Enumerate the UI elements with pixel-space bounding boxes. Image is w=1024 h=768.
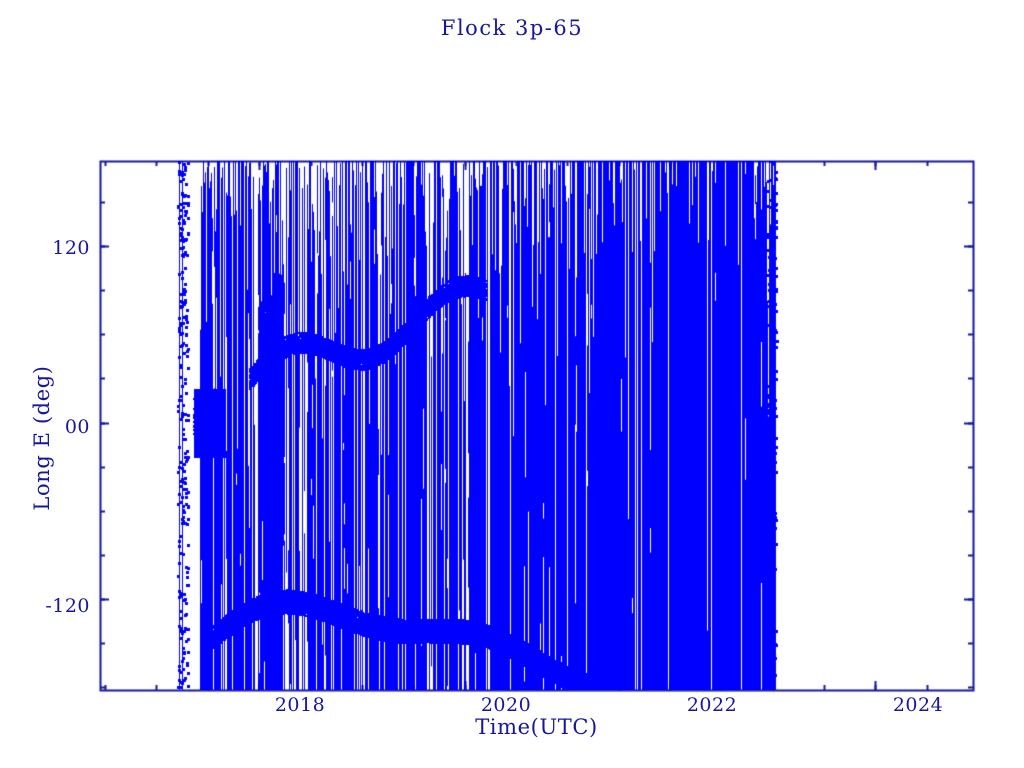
ytick-label-120: 120	[52, 237, 90, 259]
ytick-label-0: 00	[64, 416, 90, 438]
y-axis-label-wrap: Long E (deg)	[30, 158, 54, 718]
ytick-label-neg120: -120	[45, 595, 90, 617]
scatter-data-layer	[100, 161, 973, 690]
xtick-label-2020: 2020	[480, 694, 532, 716]
xtick-label-2018: 2018	[274, 694, 326, 716]
xtick-label-2022: 2022	[686, 694, 738, 716]
y-axis-label: Long E (deg)	[30, 365, 54, 511]
xtick-label-2024: 2024	[892, 694, 944, 716]
x-axis-label: Time(UTC)	[475, 715, 598, 739]
